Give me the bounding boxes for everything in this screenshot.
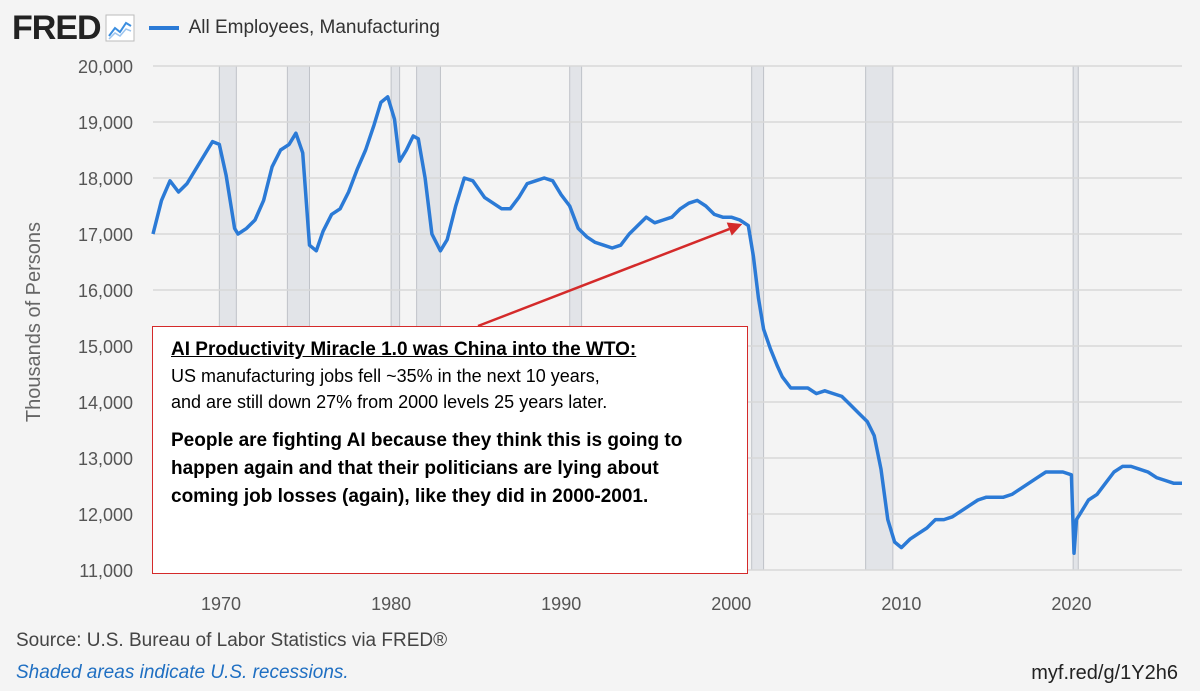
y-axis-ticks: 11,000 12,000 13,000 14,000 15,000 16,000 17,0… (78, 57, 133, 581)
x-tick-label-2: 1990 (541, 594, 581, 614)
annotation-headline: AI Productivity Miracle 1.0 was China in… (171, 339, 637, 360)
y-axis-label: Thousands of Persons (23, 222, 45, 422)
x-axis-ticks: 1970 1980 1990 2000 2010 2020 (201, 594, 1091, 614)
annotation-body-line-1: US manufacturing jobs fell ~35% in the n… (171, 366, 600, 386)
recession-band-7 (1072, 65, 1079, 571)
x-tick-label-5: 2020 (1051, 594, 1091, 614)
short-link[interactable]: myf.red/g/1Y2h6 (1031, 662, 1178, 684)
series-line-manufacturing (151, 95, 1182, 555)
y-tick-label-1: 12,000 (78, 505, 133, 525)
x-tick-label-1: 1980 (371, 594, 411, 614)
source-note: Source: U.S. Bureau of Labor Statistics … (16, 630, 448, 651)
chart-header: FRED All Employees, Manufacturing (12, 8, 440, 48)
x-tick-label-3: 2000 (711, 594, 751, 614)
recession-band-6 (865, 65, 894, 571)
y-tick-label-4: 15,000 (78, 337, 133, 357)
y-tick-label-8: 19,000 (78, 113, 133, 133)
fred-chart-icon (105, 14, 135, 42)
y-tick-label-6: 17,000 (78, 225, 133, 245)
y-tick-label-5: 16,000 (78, 281, 133, 301)
legend-label: All Employees, Manufacturing (188, 17, 440, 38)
annotation-arrow-head (726, 222, 743, 236)
annotation-body-line-2: and are still down 27% from 2000 levels … (171, 392, 608, 412)
x-tick-label-0: 1970 (201, 594, 241, 614)
y-tick-label-0: 11,000 (79, 561, 133, 581)
y-tick-label-7: 18,000 (78, 169, 133, 189)
y-tick-label-3: 14,000 (78, 393, 133, 413)
x-tick-label-4: 2010 (881, 594, 921, 614)
y-tick-label-2: 13,000 (78, 449, 133, 469)
y-tick-label-9: 20,000 (78, 57, 133, 77)
recession-note: Shaded areas indicate U.S. recessions. (16, 662, 349, 683)
annotation-box: AI Productivity Miracle 1.0 was China in… (152, 326, 748, 574)
fred-logo[interactable]: FRED (12, 8, 102, 47)
legend-swatch (148, 26, 179, 30)
annotation-arrow (477, 227, 730, 328)
annotation-callout: People are fighting AI because they thin… (171, 430, 683, 507)
